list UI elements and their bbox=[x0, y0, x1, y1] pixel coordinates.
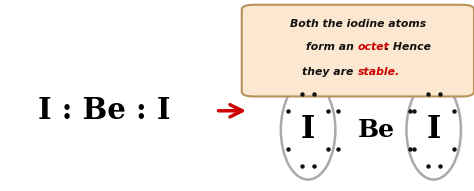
Text: form an: form an bbox=[306, 42, 357, 52]
Text: I: I bbox=[427, 114, 441, 145]
Text: . Hence: . Hence bbox=[385, 42, 431, 52]
Text: Both the iodine atoms: Both the iodine atoms bbox=[290, 19, 426, 29]
Text: octet: octet bbox=[357, 42, 389, 52]
Text: stable.: stable. bbox=[357, 67, 400, 77]
Text: I : Be : I: I : Be : I bbox=[38, 96, 171, 125]
Text: Be: Be bbox=[358, 118, 395, 142]
Text: I: I bbox=[301, 114, 315, 145]
FancyBboxPatch shape bbox=[242, 5, 474, 96]
Text: they are: they are bbox=[302, 67, 357, 77]
